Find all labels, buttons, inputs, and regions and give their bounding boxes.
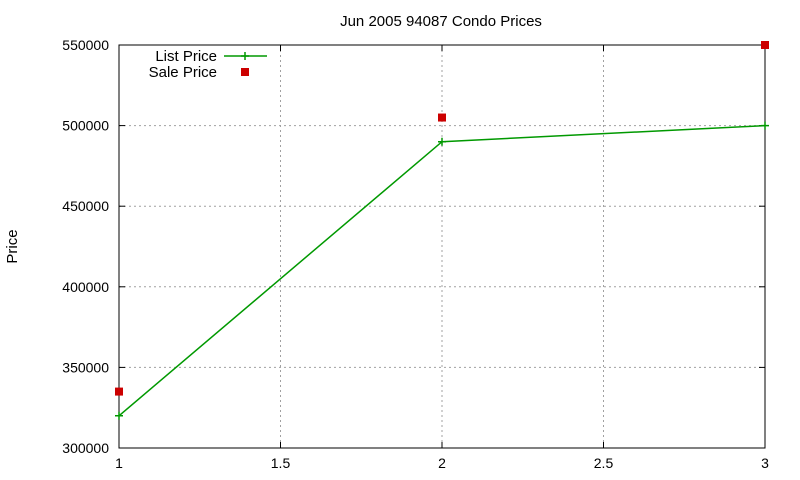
x-tick-label: 2.5 [594,455,614,471]
series-list-price [115,121,769,420]
y-tick-label: 550000 [62,37,109,53]
series [115,41,769,420]
legend-plus-marker [241,52,249,60]
grid [119,45,765,448]
x-tick-label: 3 [761,455,769,471]
list-price-point [438,137,446,146]
legend-label: List Price [155,48,217,65]
legend-label: Sale Price [149,64,217,81]
x-tick-label: 2 [438,455,446,471]
y-tick-label: 500000 [62,118,109,134]
sale-price-point [115,387,123,396]
sale-price-point [438,113,446,122]
axis-ticks: 1 1.5 2 2.5 3 300000 350000 400000 450000 500000 5… [62,37,769,471]
series-sale-price [115,41,769,396]
chart-title: Jun 2005 94087 Condo Prices [340,13,542,30]
y-tick-label: 400000 [62,279,109,295]
sale-price-point [761,41,769,49]
x-tick-label: 1.5 [271,455,291,471]
y-axis-label: Price [4,229,21,263]
y-tick-label: 300000 [62,440,109,456]
y-tick-label: 450000 [62,198,109,214]
legend-square-marker [241,68,249,76]
list-price-point [761,121,769,130]
x-tick-label: 1 [115,455,123,471]
y-tick-label: 350000 [62,359,109,375]
list-price-point [115,411,123,420]
